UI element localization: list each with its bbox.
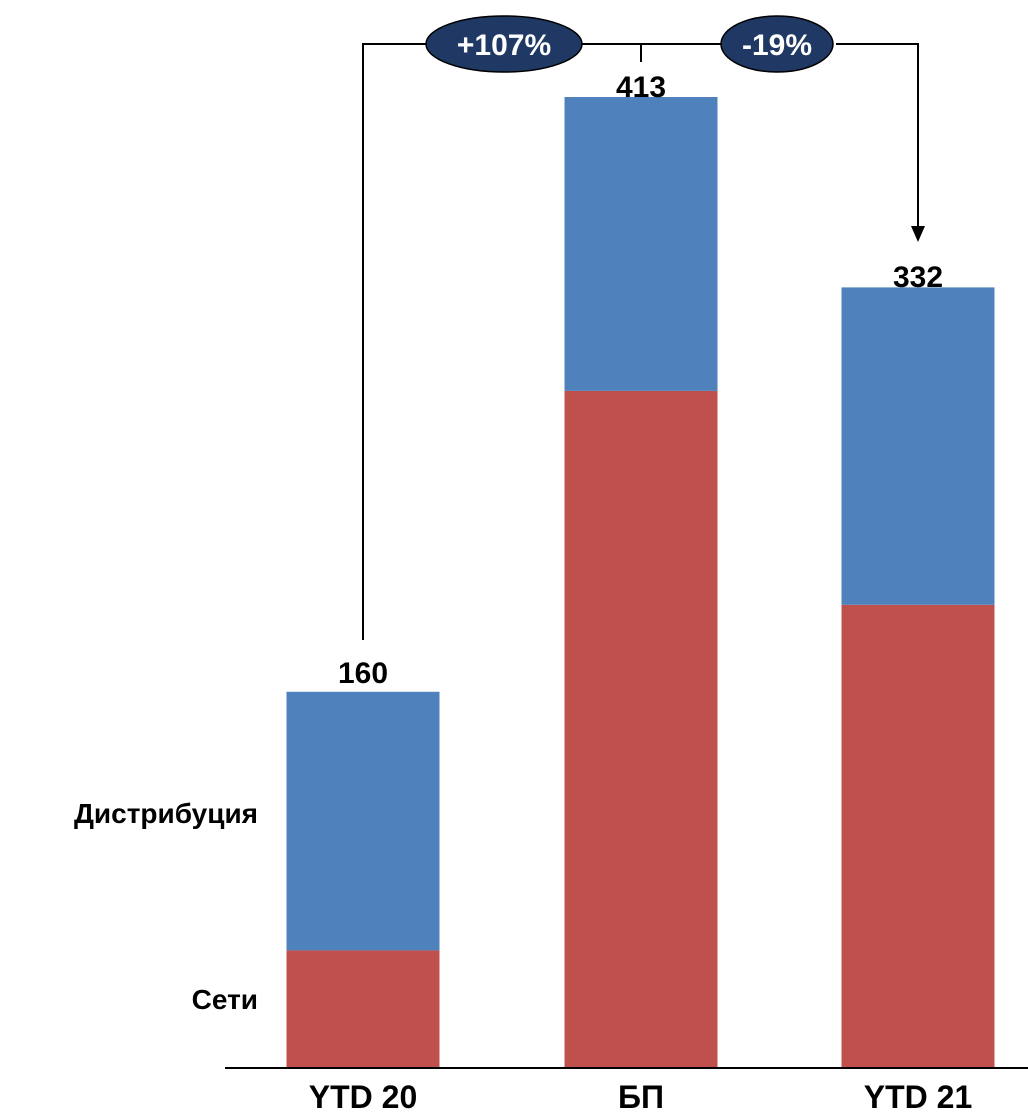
total-label-ytd21: 332 [893,261,943,294]
connector-line-right [836,43,919,228]
change-pill-2 [720,15,834,73]
bar-segment-distribution-ytd20 [286,691,440,951]
bar-segment-distribution-ytd21 [841,287,995,605]
bar-segment-networks-ytd20 [286,950,440,1068]
arrow-down-icon [911,226,925,242]
legend-label-networks: Сети [192,984,258,1015]
connector-line-left [362,43,430,640]
bars-group [286,97,995,1068]
total-label-bp: 413 [616,71,666,104]
change-label-2: -19% [742,29,812,62]
category-label-ytd21: YTD 21 [864,1079,972,1115]
legend-label-distribution: Дистрибуция [74,798,258,829]
change-label-1: +107% [457,29,551,62]
category-label-ytd20: YTD 20 [309,1079,417,1115]
change-pill-1 [425,15,583,73]
bar-segment-networks-ytd21 [841,604,995,1068]
category-label-bp: БП [618,1079,664,1115]
total-label-ytd20: 160 [338,657,388,690]
bar-segment-networks-bp [564,390,718,1068]
bar-segment-distribution-bp [564,97,718,391]
